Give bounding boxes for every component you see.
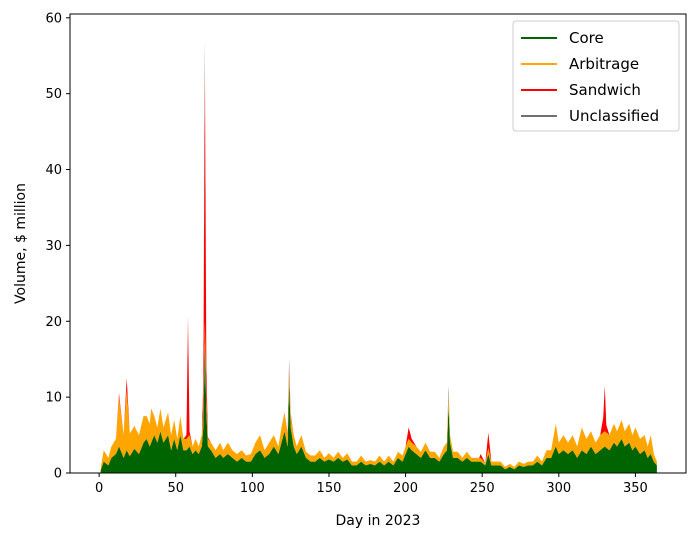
y-axis-ticks: 0 10 20 30 40 50 60 xyxy=(45,11,70,482)
area-arbitrage xyxy=(100,321,657,471)
x-axis-label: Day in 2023 xyxy=(336,513,421,529)
x-tick-label: 200 xyxy=(393,481,418,496)
area-core xyxy=(100,344,657,473)
y-tick-label: 60 xyxy=(45,11,62,26)
y-tick-label: 20 xyxy=(45,315,62,330)
y-tick-label: 50 xyxy=(45,87,62,102)
x-tick-label: 250 xyxy=(470,481,495,496)
legend-box xyxy=(512,20,680,132)
x-tick-label: 50 xyxy=(167,481,184,496)
y-axis-label: Volume, $ million xyxy=(13,183,29,304)
x-tick-label: 350 xyxy=(623,481,648,496)
y-tick-label: 30 xyxy=(45,239,62,254)
legend-label: Sandwich xyxy=(569,81,641,99)
legend: Core Arbitrage Sandwich Unclassified xyxy=(512,20,680,132)
x-tick-label: 0 xyxy=(95,481,103,496)
x-axis-ticks: 0 50 100 150 200 250 300 350 xyxy=(95,473,648,496)
area-layers xyxy=(100,40,657,473)
plot-frame xyxy=(69,13,687,474)
x-tick-label: 100 xyxy=(240,481,265,496)
x-tick-label: 150 xyxy=(317,481,342,496)
y-tick-label: 40 xyxy=(45,163,62,178)
x-tick-label: 300 xyxy=(546,481,571,496)
y-tick-label: 10 xyxy=(45,391,62,406)
legend-label: Unclassified xyxy=(569,107,659,125)
legend-label: Arbitrage xyxy=(569,55,639,73)
legend-label: Core xyxy=(569,29,604,47)
y-tick-label: 0 xyxy=(54,467,62,482)
